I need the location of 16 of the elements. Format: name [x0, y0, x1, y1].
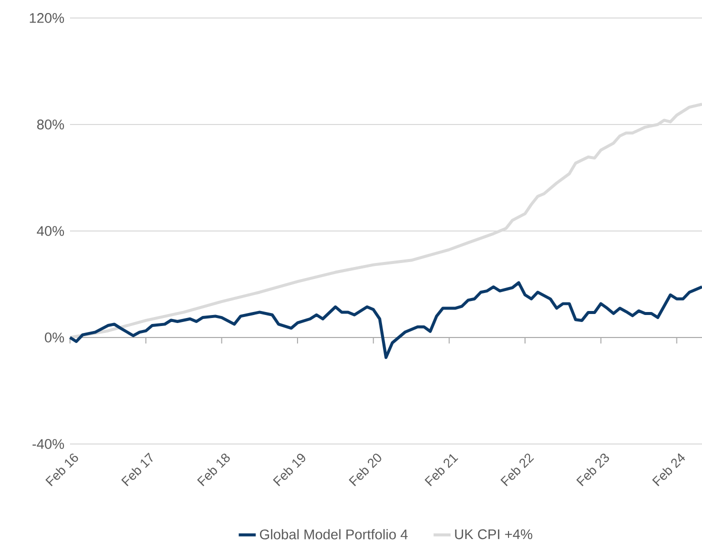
y-tick-label: 40%	[36, 226, 64, 236]
x-tick-label: Feb 17	[121, 452, 153, 486]
x-tick-label: Feb 24	[652, 453, 686, 486]
x-tick-label: Feb 16	[45, 454, 78, 486]
y-tick-label: 0%	[44, 332, 64, 342]
y-tick-label: 120%	[30, 13, 64, 23]
x-tick-label: Feb 19	[272, 454, 306, 486]
x-tick-label: Feb 22	[500, 454, 534, 486]
x-tick-label: Feb 20	[348, 454, 382, 486]
legend-label: Global Model Portfolio 4	[260, 529, 408, 540]
y-tick-label: -40%	[32, 439, 64, 449]
x-tick-label: Feb 23	[576, 454, 609, 486]
x-tick-label: Feb 18	[197, 454, 230, 486]
x-tick-label: Feb 21	[424, 454, 458, 486]
legend-label: UK CPI +4%	[455, 529, 532, 540]
y-tick-label: 80%	[37, 120, 64, 130]
